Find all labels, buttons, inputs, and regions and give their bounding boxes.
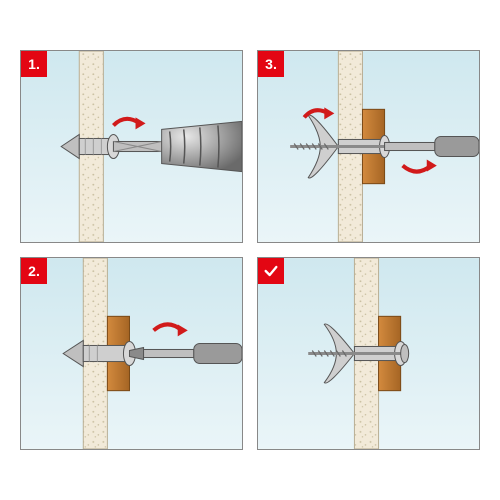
step-badge: 2. [21, 258, 47, 284]
scene-step-1 [21, 51, 242, 242]
step-badge-check [258, 258, 284, 284]
instruction-grid: 1. [0, 0, 500, 500]
badge-label: 1. [28, 56, 40, 72]
badge-label: 3. [265, 56, 277, 72]
panel-step-1: 1. [20, 50, 243, 243]
panel-step-3: 3. [257, 50, 480, 243]
scene-step-3 [258, 51, 479, 242]
panel-step-2: 2. [20, 257, 243, 450]
badge-label: 2. [28, 263, 40, 279]
step-badge: 3. [258, 51, 284, 77]
scene-step-2 [21, 258, 242, 449]
scene-done [258, 258, 479, 449]
panel-done [257, 257, 480, 450]
check-icon [263, 263, 279, 279]
step-badge: 1. [21, 51, 47, 77]
